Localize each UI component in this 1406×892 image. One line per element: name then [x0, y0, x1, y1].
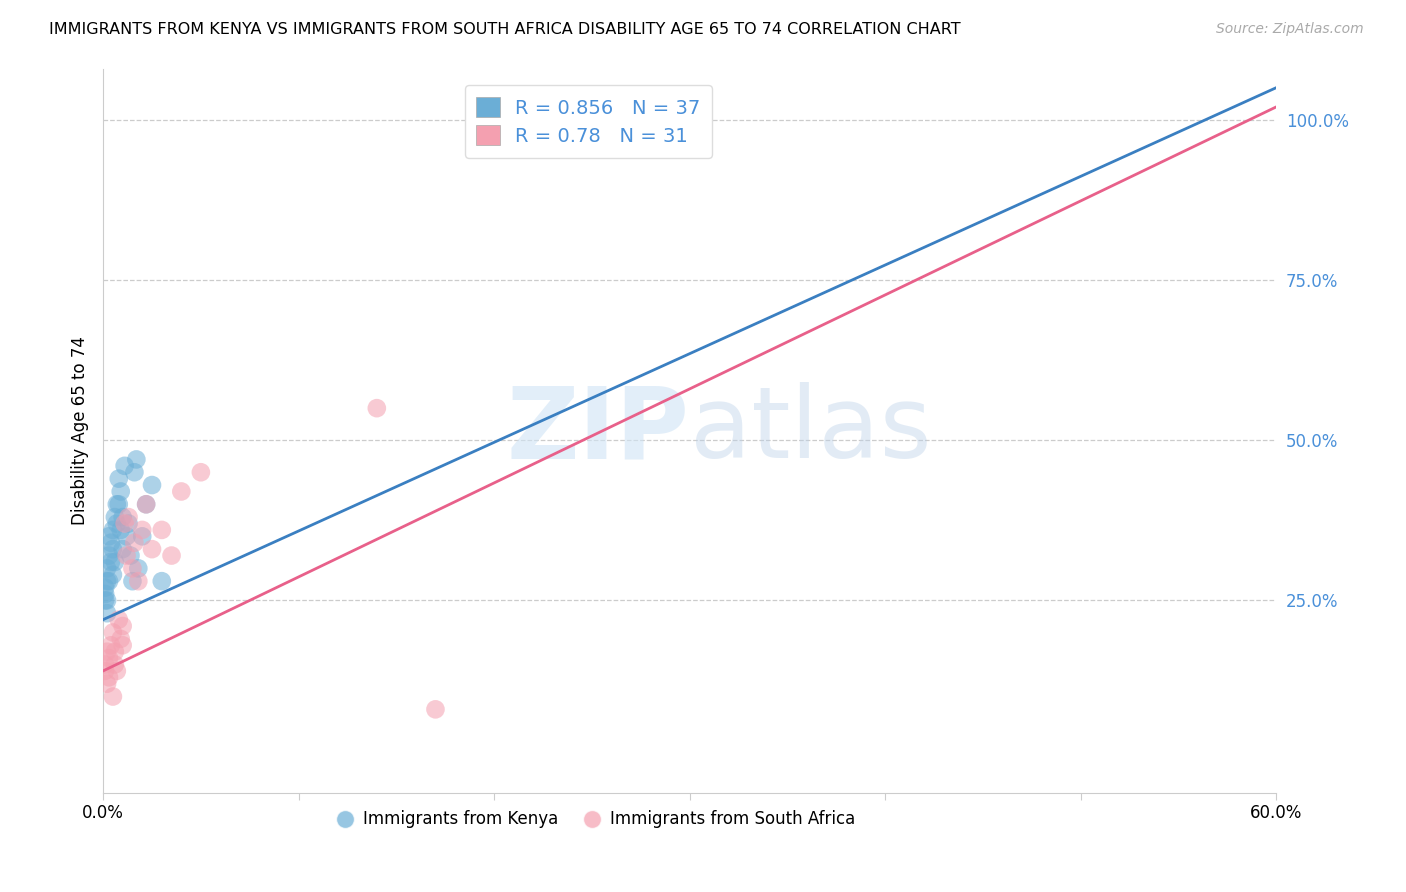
Point	[170, 484, 193, 499]
Legend: Immigrants from Kenya, Immigrants from South Africa: Immigrants from Kenya, Immigrants from S…	[329, 804, 862, 835]
Point	[127, 574, 149, 589]
Point	[141, 478, 163, 492]
Point	[98, 670, 121, 684]
Point	[111, 510, 134, 524]
Point	[135, 497, 157, 511]
Point	[98, 529, 121, 543]
Point	[111, 542, 134, 557]
Point	[425, 702, 447, 716]
Point	[127, 561, 149, 575]
Point	[98, 574, 121, 589]
Point	[131, 523, 153, 537]
Point	[94, 657, 117, 672]
Point	[104, 645, 127, 659]
Point	[100, 555, 122, 569]
Point	[96, 561, 118, 575]
Point	[94, 587, 117, 601]
Point	[98, 651, 121, 665]
Point	[104, 555, 127, 569]
Point	[96, 606, 118, 620]
Point	[101, 523, 124, 537]
Point	[160, 549, 183, 563]
Point	[114, 458, 136, 473]
Point	[366, 401, 388, 416]
Point	[105, 664, 128, 678]
Point	[135, 497, 157, 511]
Point	[107, 497, 129, 511]
Point	[101, 690, 124, 704]
Point	[94, 581, 117, 595]
Point	[121, 561, 143, 575]
Point	[110, 523, 132, 537]
Point	[121, 574, 143, 589]
Point	[120, 549, 142, 563]
Point	[114, 516, 136, 531]
Point	[105, 497, 128, 511]
Point	[110, 632, 132, 646]
Point	[150, 574, 173, 589]
Point	[124, 535, 146, 549]
Text: IMMIGRANTS FROM KENYA VS IMMIGRANTS FROM SOUTH AFRICA DISABILITY AGE 65 TO 74 CO: IMMIGRANTS FROM KENYA VS IMMIGRANTS FROM…	[49, 22, 960, 37]
Point	[107, 613, 129, 627]
Point	[94, 664, 117, 678]
Point	[96, 574, 118, 589]
Point	[100, 535, 122, 549]
Text: atlas: atlas	[689, 382, 931, 479]
Point	[150, 523, 173, 537]
Point	[104, 510, 127, 524]
Point	[117, 510, 139, 524]
Point	[101, 625, 124, 640]
Point	[98, 549, 121, 563]
Y-axis label: Disability Age 65 to 74: Disability Age 65 to 74	[72, 336, 89, 525]
Point	[131, 529, 153, 543]
Point	[110, 484, 132, 499]
Point	[124, 465, 146, 479]
Point	[96, 676, 118, 690]
Point	[96, 593, 118, 607]
Point	[105, 516, 128, 531]
Text: ZIP: ZIP	[506, 382, 689, 479]
Point	[115, 549, 138, 563]
Point	[96, 645, 118, 659]
Point	[101, 567, 124, 582]
Point	[107, 472, 129, 486]
Point	[111, 638, 134, 652]
Point	[190, 465, 212, 479]
Point	[111, 619, 134, 633]
Point	[141, 542, 163, 557]
Point	[94, 593, 117, 607]
Text: Source: ZipAtlas.com: Source: ZipAtlas.com	[1216, 22, 1364, 37]
Point	[125, 452, 148, 467]
Point	[100, 638, 122, 652]
Point	[117, 516, 139, 531]
Point	[115, 529, 138, 543]
Point	[104, 657, 127, 672]
Point	[101, 542, 124, 557]
